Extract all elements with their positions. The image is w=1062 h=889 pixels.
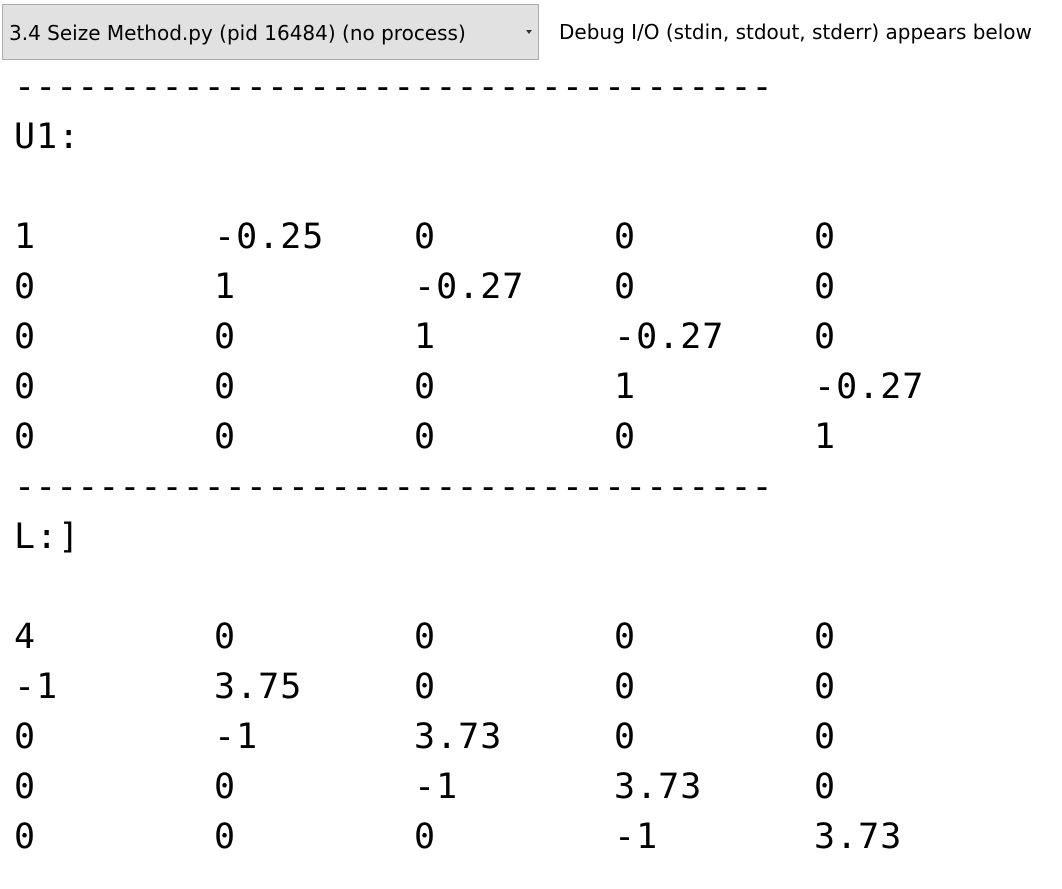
l-matrix-cell-r1-c1: 4 — [14, 617, 37, 657]
l-matrix-cell-r2-c4: 0 — [614, 667, 637, 707]
l-matrix-cell-r4-c5: 0 — [814, 767, 837, 807]
console-divider-top: ------------------------------------ — [14, 67, 773, 107]
u1-matrix-cell-r2-c5: 0 — [814, 267, 837, 307]
u1-matrix-cell-r1-c3: 0 — [414, 217, 437, 257]
u1-matrix-cell-r1-c1: 1 — [14, 217, 37, 257]
u1-matrix-cell-r4-c4: 1 — [614, 367, 637, 407]
u1-matrix-cell-r4-c3: 0 — [414, 367, 437, 407]
process-select-dropdown[interactable]: 3.4 Seize Method.py (pid 16484) (no proc… — [2, 4, 539, 60]
debug-io-toolbar: 3.4 Seize Method.py (pid 16484) (no proc… — [0, 0, 1062, 64]
l-matrix-cell-r3-c5: 0 — [814, 717, 837, 757]
debug-io-note: Debug I/O (stdin, stdout, stderr) appear… — [559, 20, 1032, 44]
u1-matrix-cell-r3-c3: 1 — [414, 317, 437, 357]
l-matrix-cell-r3-c1: 0 — [14, 717, 37, 757]
l-matrix-cell-r2-c1: -1 — [14, 667, 59, 707]
l-matrix-cell-r1-c5: 0 — [814, 617, 837, 657]
l-matrix-cell-r4-c3: -1 — [414, 767, 459, 807]
l-matrix-cell-r4-c2: 0 — [214, 767, 237, 807]
chevron-down-icon[interactable] — [526, 30, 532, 34]
l-matrix-cell-r1-c2: 0 — [214, 617, 237, 657]
u1-matrix-cell-r3-c1: 0 — [14, 317, 37, 357]
l-matrix-cell-r1-c4: 0 — [614, 617, 637, 657]
process-select-value: 3.4 Seize Method.py (pid 16484) (no proc… — [9, 21, 466, 45]
u1-matrix-cell-r3-c2: 0 — [214, 317, 237, 357]
u1-matrix-cell-r2-c2: 1 — [214, 267, 237, 307]
u1-matrix-cell-r5-c1: 0 — [14, 417, 37, 457]
u1-matrix-cell-r5-c2: 0 — [214, 417, 237, 457]
l-matrix-cell-r3-c3: 3.73 — [414, 717, 503, 757]
u1-matrix-cell-r1-c2: -0.25 — [214, 217, 325, 257]
u1-matrix-cell-r1-c5: 0 — [814, 217, 837, 257]
u1-matrix-cell-r5-c5: 1 — [814, 417, 837, 457]
l-matrix-cell-r5-c3: 0 — [414, 817, 437, 857]
u1-matrix-cell-r2-c3: -0.27 — [414, 267, 525, 307]
u1-matrix-cell-r5-c3: 0 — [414, 417, 437, 457]
l-matrix-cell-r2-c2: 3.75 — [214, 667, 303, 707]
l-label: L:] — [14, 517, 81, 557]
l-matrix-cell-r3-c2: -1 — [214, 717, 259, 757]
debug-io-console[interactable]: ------------------------------------ U1:… — [0, 64, 1062, 889]
l-matrix-cell-r3-c4: 0 — [614, 717, 637, 757]
l-matrix-cell-r5-c5: 3.73 — [814, 817, 903, 857]
l-matrix-cell-r4-c4: 3.73 — [614, 767, 703, 807]
u1-matrix-cell-r3-c4: -0.27 — [614, 317, 725, 357]
u1-matrix-cell-r4-c5: -0.27 — [814, 367, 925, 407]
l-matrix-cell-r1-c3: 0 — [414, 617, 437, 657]
console-divider-middle: ------------------------------------ — [14, 467, 773, 507]
l-matrix-cell-r2-c3: 0 — [414, 667, 437, 707]
u1-label: U1: — [14, 117, 81, 157]
u1-matrix-cell-r4-c2: 0 — [214, 367, 237, 407]
l-matrix-cell-r4-c1: 0 — [14, 767, 37, 807]
u1-matrix-cell-r2-c4: 0 — [614, 267, 637, 307]
u1-matrix-cell-r3-c5: 0 — [814, 317, 837, 357]
l-matrix-cell-r5-c2: 0 — [214, 817, 237, 857]
u1-matrix-cell-r1-c4: 0 — [614, 217, 637, 257]
l-matrix-cell-r5-c1: 0 — [14, 817, 37, 857]
l-matrix-cell-r2-c5: 0 — [814, 667, 837, 707]
u1-matrix-cell-r4-c1: 0 — [14, 367, 37, 407]
l-matrix-cell-r5-c4: -1 — [614, 817, 659, 857]
u1-matrix-cell-r2-c1: 0 — [14, 267, 37, 307]
u1-matrix-cell-r5-c4: 0 — [614, 417, 637, 457]
